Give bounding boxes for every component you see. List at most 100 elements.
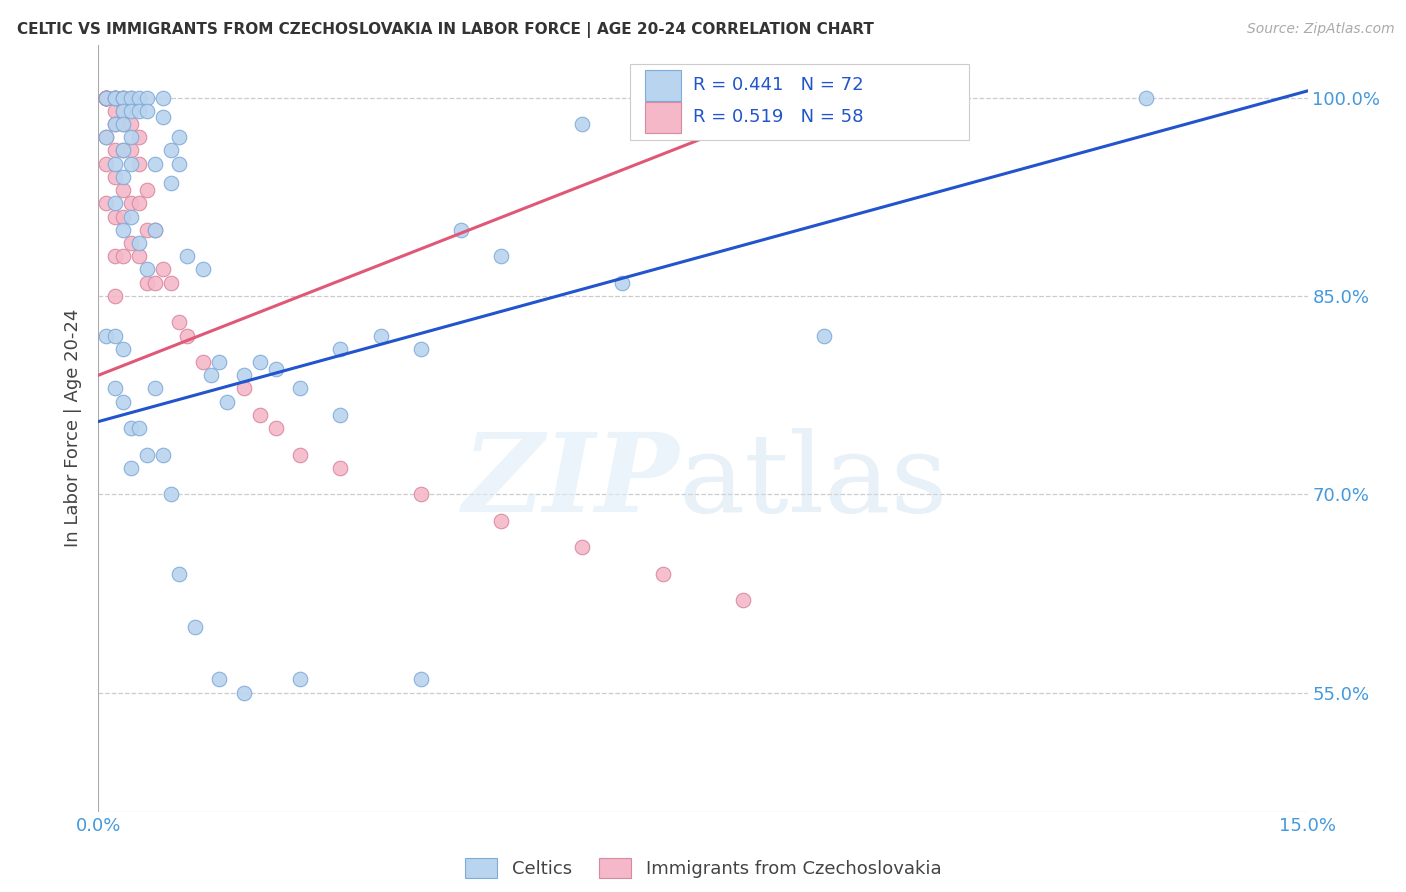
Point [96, 90, 118, 104]
Point [152, 90, 174, 104]
Point [152, 111, 174, 125]
Point [491, 514, 513, 528]
Point [120, 90, 142, 104]
Point [103, 289, 125, 303]
Point [249, 355, 271, 369]
Point [128, 235, 150, 250]
Point [128, 196, 150, 211]
Point [409, 673, 432, 687]
Point [111, 90, 134, 104]
Point [208, 355, 231, 369]
Point [111, 210, 134, 224]
Point [143, 156, 166, 170]
Point [103, 90, 125, 104]
Point [111, 249, 134, 263]
Point [96, 90, 118, 104]
Point [120, 144, 142, 158]
Point [103, 90, 125, 104]
Point [96, 328, 118, 343]
Legend: Celtics, Immigrants from Czechoslovakia: Celtics, Immigrants from Czechoslovakia [456, 849, 950, 887]
Point [135, 448, 157, 462]
Point [111, 394, 134, 409]
Point [120, 103, 142, 118]
Point [200, 368, 222, 383]
Text: atlas: atlas [679, 428, 949, 535]
Point [111, 117, 134, 131]
Point [111, 223, 134, 237]
FancyBboxPatch shape [645, 103, 682, 133]
Point [135, 223, 157, 237]
Point [128, 90, 150, 104]
Point [96, 90, 118, 104]
Point [217, 394, 239, 409]
Point [111, 103, 134, 118]
Point [167, 130, 190, 145]
Point [160, 144, 183, 158]
Point [111, 169, 134, 184]
Point [96, 90, 118, 104]
Point [167, 315, 190, 329]
Point [491, 249, 513, 263]
Point [111, 90, 134, 104]
Point [249, 408, 271, 422]
Point [160, 487, 183, 501]
Point [143, 382, 166, 396]
Point [128, 249, 150, 263]
Point [103, 117, 125, 131]
Point [128, 421, 150, 435]
Point [111, 144, 134, 158]
Point [96, 90, 118, 104]
Point [651, 566, 673, 581]
Point [128, 156, 150, 170]
Point [152, 448, 174, 462]
Text: ZIP: ZIP [463, 428, 679, 535]
Point [103, 328, 125, 343]
Point [135, 262, 157, 277]
Point [176, 328, 198, 343]
Point [96, 90, 118, 104]
Point [370, 328, 392, 343]
Point [176, 249, 198, 263]
Point [96, 90, 118, 104]
Point [120, 196, 142, 211]
Point [96, 130, 118, 145]
Point [329, 460, 352, 475]
Point [612, 276, 634, 290]
Text: R = 0.519   N = 58: R = 0.519 N = 58 [693, 109, 863, 127]
Point [571, 540, 593, 554]
Point [232, 382, 254, 396]
Text: Source: ZipAtlas.com: Source: ZipAtlas.com [1247, 22, 1395, 37]
Point [1135, 90, 1157, 104]
Point [143, 223, 166, 237]
Point [103, 196, 125, 211]
Point [135, 276, 157, 290]
Point [111, 90, 134, 104]
Point [135, 90, 157, 104]
Point [264, 361, 287, 376]
Text: CELTIC VS IMMIGRANTS FROM CZECHOSLOVAKIA IN LABOR FORCE | AGE 20-24 CORRELATION : CELTIC VS IMMIGRANTS FROM CZECHOSLOVAKIA… [17, 22, 873, 38]
Point [208, 673, 231, 687]
Point [409, 342, 432, 356]
Point [120, 90, 142, 104]
Point [264, 421, 287, 435]
Point [103, 210, 125, 224]
Point [160, 177, 183, 191]
Point [103, 249, 125, 263]
Y-axis label: In Labor Force | Age 20-24: In Labor Force | Age 20-24 [65, 309, 83, 548]
Point [288, 673, 311, 687]
Point [733, 593, 755, 607]
Point [96, 196, 118, 211]
Point [111, 117, 134, 131]
Point [111, 183, 134, 197]
Point [143, 223, 166, 237]
Point [329, 342, 352, 356]
Point [152, 262, 174, 277]
Point [193, 262, 215, 277]
Point [232, 686, 254, 700]
Point [103, 144, 125, 158]
Point [893, 90, 915, 104]
Point [103, 90, 125, 104]
Point [167, 156, 190, 170]
Point [692, 90, 714, 104]
Point [103, 90, 125, 104]
